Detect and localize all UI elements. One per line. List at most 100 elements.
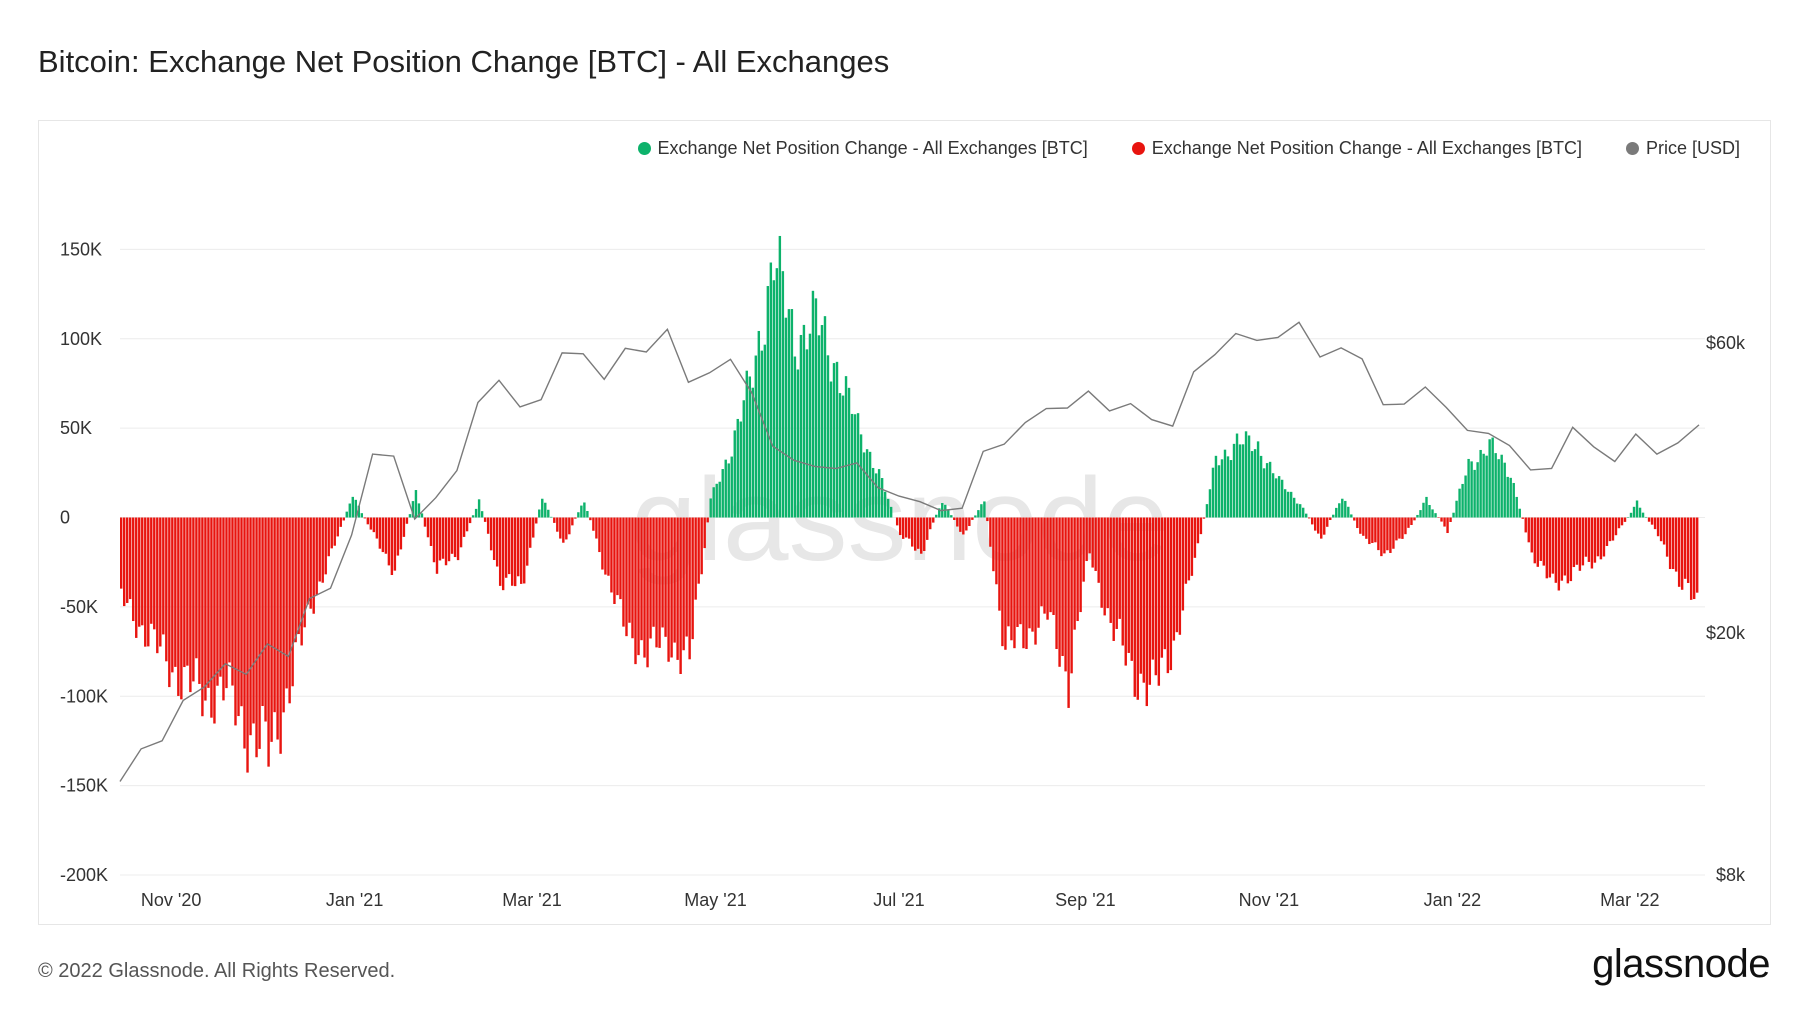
bar-negative	[291, 517, 294, 687]
bar-negative	[920, 517, 923, 554]
bar-negative	[228, 517, 231, 663]
bar-negative	[1401, 517, 1404, 539]
bar-negative	[156, 517, 159, 654]
bar-negative	[682, 517, 685, 651]
bar-negative	[1178, 517, 1182, 635]
bar-negative	[661, 517, 664, 628]
bar-negative	[294, 517, 297, 643]
bar-negative	[1172, 517, 1176, 641]
bar-positive	[712, 487, 715, 518]
bar-negative	[1115, 517, 1118, 629]
bar-negative	[706, 517, 709, 523]
bar-negative	[1169, 517, 1173, 671]
bar-positive	[1289, 491, 1293, 518]
bar-negative	[288, 517, 291, 704]
bar-negative	[336, 517, 339, 537]
legend-item-price[interactable]: Price [USD]	[1625, 138, 1740, 159]
bar-negative	[504, 517, 508, 578]
bar-negative	[1692, 517, 1696, 600]
bar-negative	[1181, 517, 1185, 611]
bar-negative	[965, 517, 968, 531]
bar-positive	[1208, 489, 1212, 518]
bar-positive	[805, 349, 809, 518]
bar-negative	[198, 517, 201, 684]
bar-negative	[1311, 517, 1314, 525]
bar-positive	[577, 512, 580, 518]
bar-positive	[733, 430, 736, 518]
bar-negative	[492, 517, 496, 561]
bar-positive	[1461, 483, 1464, 518]
bar-negative	[700, 517, 703, 575]
bar-negative	[1551, 517, 1555, 574]
bar-negative	[171, 517, 174, 673]
copyright-text: © 2022 Glassnode. All Rights Reserved.	[38, 960, 396, 982]
bar-negative	[297, 517, 300, 635]
bar-negative	[1356, 517, 1359, 529]
bar-negative	[676, 517, 679, 660]
bar-negative	[282, 517, 285, 713]
bar-positive	[345, 511, 348, 518]
bar-negative	[956, 517, 959, 527]
bar-positive	[1506, 476, 1509, 518]
bar-positive	[1341, 498, 1344, 518]
bar-positive	[1283, 489, 1287, 518]
bar-negative	[390, 517, 394, 576]
bar-negative	[1088, 517, 1091, 554]
bar-negative	[1662, 517, 1666, 545]
bar-positive	[1347, 506, 1350, 518]
bar-negative	[183, 517, 186, 668]
price-line	[119, 321, 1700, 782]
bar-negative	[1109, 517, 1112, 623]
bar-negative	[1061, 517, 1064, 656]
bar-positive	[1509, 477, 1512, 518]
bar-positive	[1235, 433, 1239, 518]
bar-negative	[592, 517, 595, 531]
bar-negative	[159, 517, 162, 647]
bar-negative	[1139, 517, 1142, 674]
brand-logo[interactable]: glassnode	[1592, 942, 1770, 986]
bar-positive	[739, 421, 742, 518]
bar-negative	[631, 517, 634, 639]
bar-positive	[1214, 455, 1218, 518]
bar-positive	[1277, 476, 1281, 518]
bar-negative	[300, 517, 303, 646]
bar-negative	[1566, 517, 1570, 584]
bar-positive	[769, 262, 773, 518]
bar-negative	[1527, 517, 1530, 543]
bar-negative	[378, 517, 382, 549]
bar-negative	[396, 517, 400, 556]
bar-positive	[547, 509, 550, 518]
bar-positive	[850, 413, 854, 518]
bar-positive	[772, 280, 776, 518]
bar-positive	[883, 491, 887, 518]
bar-negative	[204, 517, 207, 701]
bar-positive	[760, 350, 764, 518]
bar-negative	[670, 517, 673, 658]
bar-negative	[1443, 517, 1446, 527]
bar-negative	[222, 517, 225, 701]
bar-negative	[1314, 517, 1317, 531]
bar-negative	[556, 517, 559, 532]
bar-negative	[1578, 517, 1582, 571]
bar-negative	[210, 517, 213, 718]
bar-negative	[240, 517, 243, 707]
bar-negative	[333, 517, 336, 546]
bar-negative	[1187, 517, 1191, 581]
bar-negative	[168, 517, 171, 688]
bar-positive	[944, 504, 947, 518]
bar-negative	[1569, 517, 1573, 582]
bar-negative	[1602, 517, 1606, 557]
bar-negative	[165, 517, 168, 662]
legend-item-positive[interactable]: Exchange Net Position Change - All Excha…	[637, 138, 1088, 159]
legend-item-negative[interactable]: Exchange Net Position Change - All Excha…	[1131, 138, 1582, 159]
bar-positive	[1422, 502, 1425, 518]
bar-negative	[649, 517, 652, 639]
bar-negative	[1368, 517, 1371, 545]
bar-negative	[1548, 517, 1552, 578]
bar-negative	[489, 517, 493, 551]
bar-negative	[619, 517, 622, 600]
bar-positive	[754, 355, 758, 518]
bar-negative	[384, 517, 388, 554]
bar-negative	[513, 517, 517, 587]
bar-negative	[1590, 517, 1594, 569]
